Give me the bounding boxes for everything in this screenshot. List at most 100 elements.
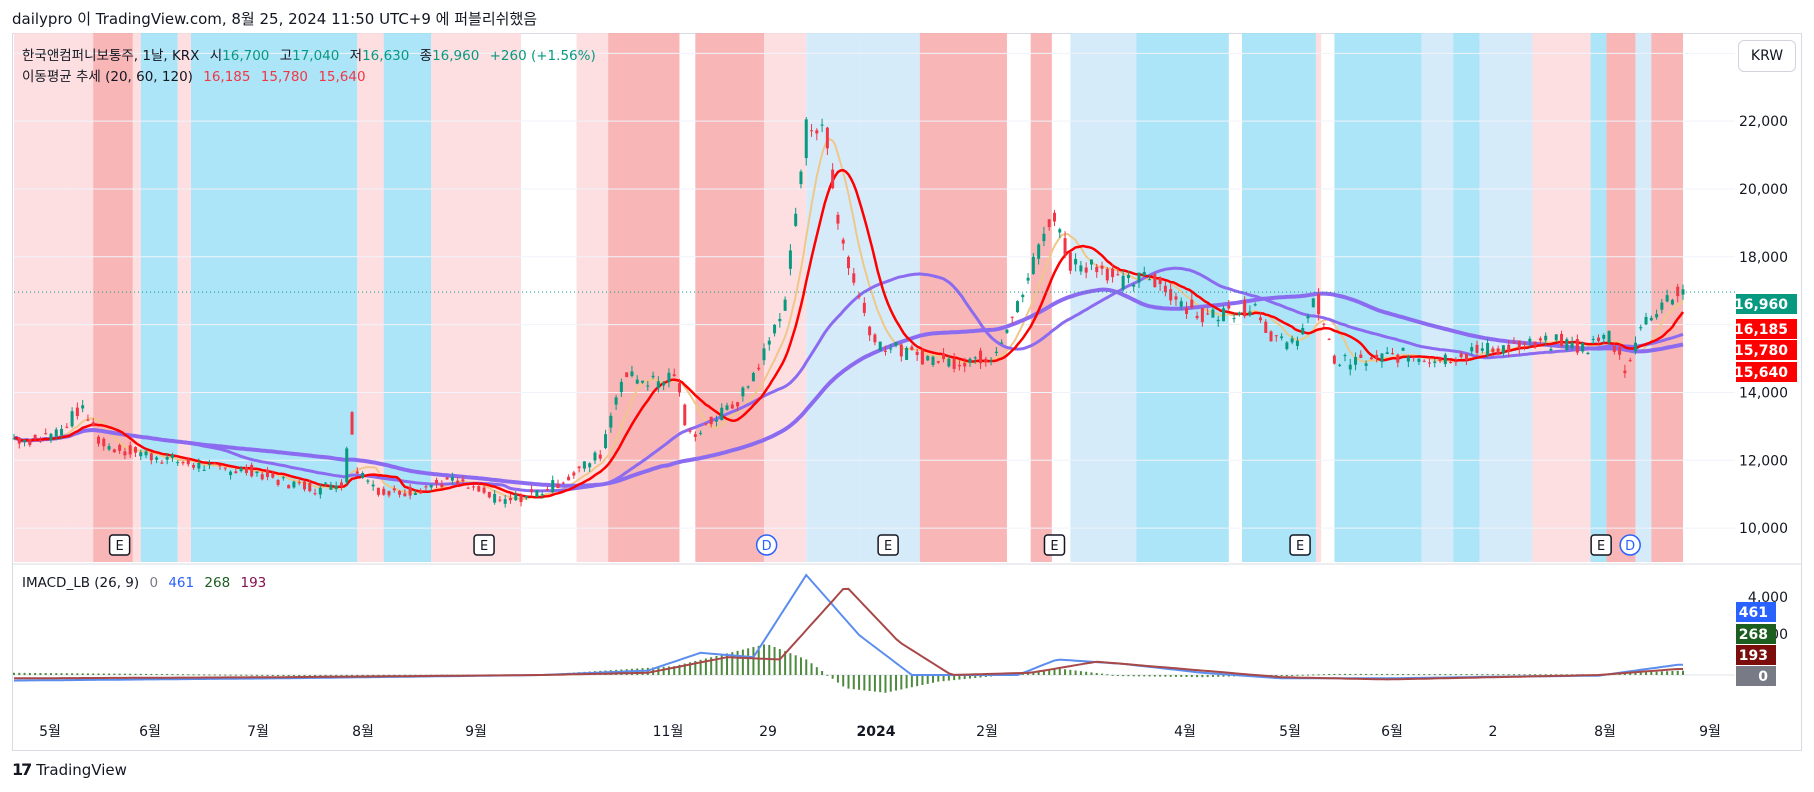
price-axis-label: 15,780 <box>1734 343 1788 359</box>
macd-histogram-bar <box>361 674 364 676</box>
candle-body <box>1211 309 1215 318</box>
candle-body <box>582 461 586 469</box>
macd-histogram-bar <box>1402 674 1405 676</box>
macd-histogram-bar <box>731 652 734 675</box>
macd-histogram-bar <box>65 673 68 675</box>
candle-body <box>266 469 270 478</box>
regime-band <box>1590 33 1607 562</box>
candle-body <box>1565 339 1569 350</box>
candle-body <box>699 432 703 434</box>
macd-histogram-bar <box>1148 675 1151 677</box>
macd-histogram-bar <box>49 673 52 675</box>
macd-histogram-bar <box>1169 675 1172 677</box>
macd-histogram-bar <box>1634 672 1637 675</box>
macd-histogram-bar <box>873 675 876 692</box>
candle-body <box>667 372 671 383</box>
high-value: 17,040 <box>292 48 340 64</box>
macd-histogram-bar <box>921 675 924 685</box>
event-marker-label: E <box>480 539 488 554</box>
hist-value: 193 <box>240 575 267 591</box>
macd-histogram-bar <box>319 674 322 676</box>
candle-body <box>709 416 713 425</box>
x-tick-label: 5월 <box>39 724 61 740</box>
candle-body <box>1422 360 1426 362</box>
macd-histogram-bar <box>266 674 269 676</box>
candle-body <box>1628 360 1632 362</box>
macd-histogram-bar <box>160 674 163 676</box>
currency-button[interactable]: KRW <box>1738 40 1796 72</box>
candle-body <box>112 449 116 453</box>
macd-histogram-bar <box>1460 674 1463 676</box>
macd-histogram-bar <box>1206 675 1209 678</box>
candle-body <box>1037 244 1041 259</box>
macd-histogram-bar <box>741 649 744 675</box>
candle-body <box>1227 305 1231 309</box>
tradingview-logo-icon: 17 <box>12 760 32 779</box>
macd-histogram-bar <box>271 674 274 676</box>
macd-histogram-bar <box>1470 674 1473 676</box>
candle-body <box>841 239 845 244</box>
macd-histogram-bar <box>810 663 813 675</box>
candle-body <box>1301 327 1305 335</box>
macd-histogram-bar <box>282 674 285 676</box>
candle-body <box>1454 361 1458 363</box>
candle-body <box>693 434 697 437</box>
candle-body <box>1470 347 1474 352</box>
macd-histogram-bar <box>351 674 354 676</box>
candle-body <box>244 467 248 473</box>
candle-body <box>176 462 180 464</box>
macd-histogram-bar <box>979 675 982 678</box>
candle-body <box>1639 327 1643 329</box>
macd-zero: 0 <box>149 575 159 591</box>
event-marker-label: D <box>1625 539 1635 554</box>
ma120-line <box>13 287 1684 488</box>
candle-body <box>773 324 777 334</box>
candle-body <box>308 483 312 492</box>
candle-body <box>1021 294 1025 298</box>
macd-histogram-bar <box>1476 674 1479 676</box>
candle-body <box>376 487 380 495</box>
macd-histogram-bar <box>28 672 31 675</box>
candle-body <box>450 476 454 481</box>
macd-histogram-bar <box>229 674 232 676</box>
macd-histogram-bar <box>673 666 676 675</box>
ma20-value: 16,185 <box>203 69 251 85</box>
macd-histogram-bar <box>1645 672 1648 675</box>
candle-body <box>123 451 127 456</box>
candle-body <box>942 353 946 360</box>
candle-body <box>767 340 771 345</box>
symbol-line: 한국앤컴퍼니보통주, 1날, KRX <box>22 48 200 64</box>
price-tick-label: 18,000 <box>1739 250 1788 266</box>
candle-body <box>625 372 629 378</box>
macd-histogram-bar <box>324 674 327 676</box>
candle-body <box>931 356 935 365</box>
candle-body <box>1221 308 1225 322</box>
price-chart[interactable]: 10,00012,00014,00016,00018,00020,00022,0… <box>0 0 1814 760</box>
candle-body <box>730 404 734 409</box>
macd-histogram-bar <box>255 674 258 676</box>
candle-body <box>1533 341 1537 347</box>
candle-body <box>783 299 787 311</box>
macd-histogram-bar <box>81 673 84 675</box>
macd-histogram-bar <box>372 674 375 676</box>
candle-body <box>1364 363 1368 366</box>
candle-body <box>1459 353 1463 358</box>
macd-histogram-bar <box>1190 675 1193 678</box>
candle-body <box>1052 212 1056 222</box>
macd-histogram-bar <box>836 675 839 683</box>
candle-body <box>1185 308 1189 314</box>
candle-body <box>155 457 159 460</box>
candle-body <box>936 361 940 363</box>
candle-body <box>318 487 322 495</box>
candle-body <box>413 492 417 495</box>
macd-histogram-bar <box>1185 675 1188 677</box>
macd-histogram-bar <box>34 672 37 675</box>
macd-histogram-bar <box>1132 675 1135 677</box>
macd-histogram-bar <box>1465 674 1468 676</box>
macd-histogram-bar <box>240 674 243 676</box>
candle-body <box>213 463 217 465</box>
candle-body <box>133 447 137 453</box>
candle-body <box>1317 294 1321 315</box>
candle-body <box>1190 299 1194 308</box>
x-tick-label: 6월 <box>1381 724 1403 740</box>
